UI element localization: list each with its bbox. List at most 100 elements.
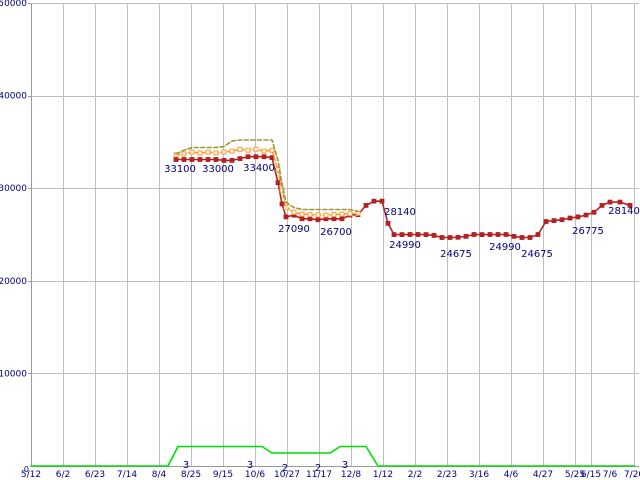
data-point-marker: [197, 157, 203, 162]
data-point-marker: [189, 157, 195, 162]
data-point-marker: [245, 154, 251, 160]
data-point-marker: [479, 232, 485, 237]
data-point-marker: [391, 232, 397, 237]
price-data-label: 24990: [489, 242, 521, 253]
data-point-marker: [399, 232, 405, 237]
data-point-marker: [261, 148, 267, 154]
series-lowest-price: [173, 154, 633, 240]
data-point-marker: [213, 157, 219, 162]
price-data-label: 26775: [572, 226, 604, 237]
data-point-marker: [407, 232, 413, 237]
x-axis-tick-label: 3/16: [469, 470, 489, 480]
data-point-marker: [315, 217, 321, 223]
data-series-layer: [30, 139, 635, 467]
series-average-price: [173, 146, 361, 218]
price-data-label: 33400: [243, 163, 275, 174]
count-data-label: 3: [342, 460, 348, 471]
data-point-marker: [583, 212, 589, 218]
x-axis-tick-labels: 5/12 6/2 6/23 7/14 8/4 8/25 9/15 10/6 10/27 11/17…: [21, 470, 640, 480]
data-point-marker: [221, 149, 227, 155]
x-axis-tick-label: 7/6: [603, 470, 618, 480]
zero-origin-label: 0: [24, 465, 29, 474]
data-point-marker: [339, 216, 345, 222]
data-point-marker: [237, 146, 243, 152]
series-line-listing-count: [30, 445, 635, 467]
data-point-marker: [331, 216, 337, 222]
x-axis-tick-label: 7/20: [624, 470, 640, 480]
data-point-marker: [299, 216, 305, 222]
data-point-marker: [385, 220, 391, 226]
price-data-label: 28140: [608, 206, 640, 217]
price-data-label: 24675: [521, 249, 553, 260]
data-point-marker: [423, 232, 429, 237]
data-point-marker: [221, 158, 227, 163]
data-point-marker: [205, 149, 211, 155]
zero-origin-label: 0: [24, 465, 29, 474]
series-highest-price: [175, 139, 359, 213]
x-axis-tick-label: 8/25: [181, 470, 201, 480]
x-axis-tick-label: 6/15: [581, 470, 601, 480]
y-axis-tick-label: 20000: [0, 277, 27, 287]
x-axis-tick-label: 10/6: [245, 470, 265, 480]
data-point-marker: [323, 212, 329, 218]
price-data-label: 26700: [320, 227, 352, 238]
data-point-marker: [253, 154, 259, 160]
price-data-label: 24675: [440, 249, 472, 260]
data-point-marker: [269, 155, 275, 161]
x-axis-tick-label: 12/8: [341, 470, 361, 480]
series-listing-count: [30, 445, 635, 467]
data-point-marker: [495, 232, 501, 237]
x-axis-tick-label: 1/12: [373, 470, 393, 480]
x-axis-tick-label: 9/15: [213, 470, 233, 480]
data-point-marker: [567, 215, 573, 221]
y-axis-tick-label: 10000: [0, 369, 27, 379]
y-axis-tick-label: 30000: [0, 184, 27, 194]
data-point-marker: [463, 233, 469, 239]
data-point-marker: [431, 233, 437, 238]
count-data-label: 2: [282, 463, 288, 474]
x-axis-tick-label: 10/27: [274, 470, 300, 480]
data-point-marker: [291, 209, 297, 215]
data-point-marker: [261, 154, 267, 160]
data-point-marker: [439, 235, 445, 240]
data-point-marker: [447, 235, 453, 240]
price-data-label: 28140: [384, 207, 416, 218]
data-point-marker: [189, 149, 195, 155]
data-point-marker: [279, 201, 285, 207]
data-point-marker: [245, 147, 251, 153]
data-point-marker: [299, 211, 305, 217]
data-point-marker: [471, 232, 477, 237]
x-axis-tick-label: 6/2: [56, 470, 70, 480]
x-axis-tick-label: 2/2: [408, 470, 422, 480]
data-point-marker: [229, 158, 235, 163]
y-axis-tick-label: 40000: [0, 92, 27, 102]
data-point-marker: [559, 217, 565, 223]
grid-lines: [31, 3, 639, 466]
x-axis-tick-label: 7/14: [117, 470, 137, 480]
x-axis-tick-label: 8/4: [152, 470, 167, 480]
data-point-marker: [181, 157, 187, 162]
data-point-marker: [213, 150, 219, 156]
data-point-marker: [307, 212, 313, 218]
x-axis-tick-label: 2/23: [437, 470, 457, 480]
y-axis-tick-label: 50000: [0, 0, 27, 9]
y-axis-tick-labels: 10000 20000 30000 40000 50000: [0, 0, 31, 379]
data-point-marker: [347, 211, 353, 217]
data-point-marker: [551, 218, 557, 224]
data-point-marker: [371, 198, 377, 204]
data-point-marker: [599, 203, 605, 208]
count-data-labels: 3 3 2 2 3: [183, 460, 348, 474]
data-point-marker: [575, 214, 581, 220]
data-point-marker: [307, 216, 313, 222]
data-point-marker: [617, 199, 623, 205]
count-data-label: 2: [315, 463, 321, 474]
data-point-marker: [197, 150, 203, 156]
data-point-marker: [181, 151, 187, 157]
data-point-marker: [269, 147, 275, 153]
data-point-marker: [283, 205, 289, 211]
data-point-marker: [339, 211, 345, 217]
data-point-marker: [173, 152, 179, 158]
data-point-marker: [275, 180, 281, 186]
